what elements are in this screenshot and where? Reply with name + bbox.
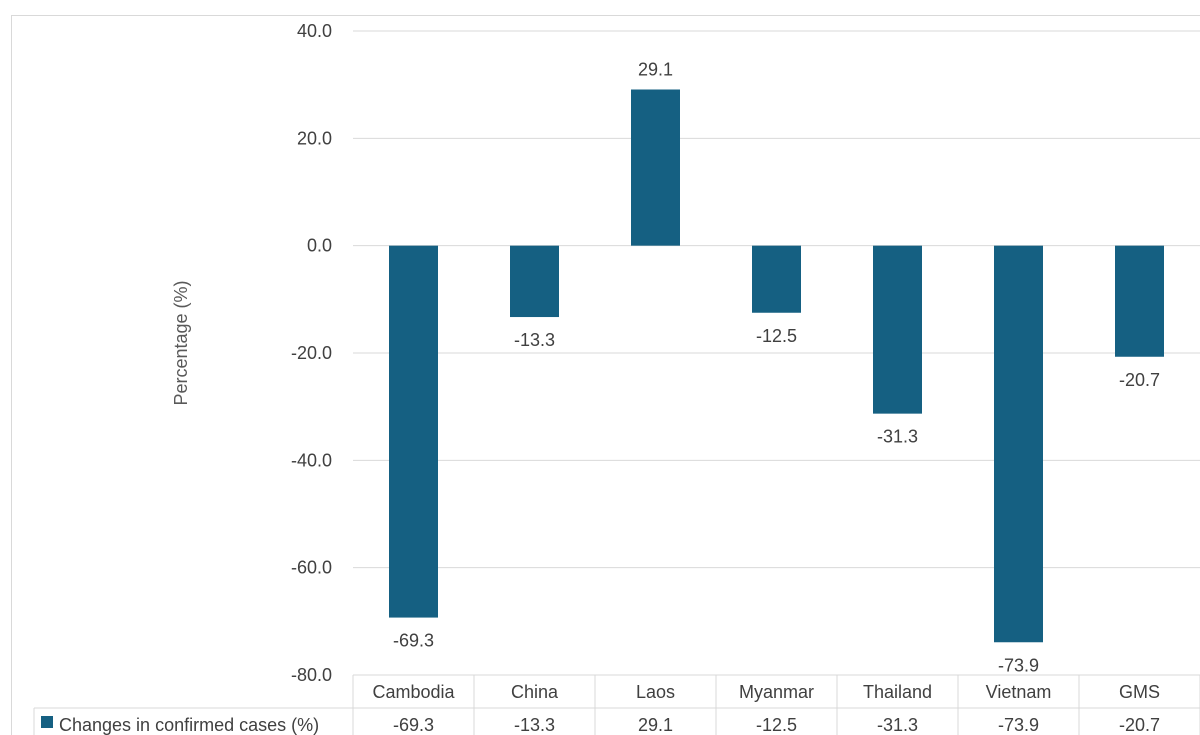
y-tick-label: 0.0	[307, 236, 332, 256]
bar	[994, 245, 1043, 643]
x-category-label: Cambodia	[372, 682, 455, 702]
bar-value-label: -12.5	[756, 326, 797, 346]
y-axis-label: Percentage (%)	[171, 280, 191, 405]
y-tick-label: 40.0	[297, 21, 332, 41]
table-value-cell: -69.3	[393, 715, 434, 735]
table-value-cell: -31.3	[877, 715, 918, 735]
bar-value-label: -31.3	[877, 427, 918, 447]
y-tick-label: -60.0	[291, 558, 332, 578]
data-table: Cambodia -69.3 China -13.3 Laos 29.1 Myanmar -1…	[33, 674, 1200, 735]
bar	[752, 245, 801, 313]
x-category-label: Laos	[636, 682, 675, 702]
gridlines	[353, 30, 1200, 676]
bar-value-label: 29.1	[638, 59, 673, 79]
table-value-cell: -20.7	[1119, 715, 1160, 735]
x-category-label: Vietnam	[986, 682, 1052, 702]
legend-swatch	[41, 716, 53, 728]
bar	[510, 245, 559, 318]
x-category-label: Myanmar	[739, 682, 814, 702]
table-value-cell: -13.3	[514, 715, 555, 735]
bar	[1115, 245, 1164, 357]
data-labels: -69.3 -13.3 29.1 -12.5 -31.3 -73.9 -20.7	[393, 59, 1160, 675]
bar-value-label: -69.3	[393, 631, 434, 651]
bars	[389, 89, 1164, 643]
x-category-label: Thailand	[863, 682, 932, 702]
bar-value-label: -73.9	[998, 655, 1039, 675]
chart-frame	[11, 15, 1200, 735]
bar-value-label: -13.3	[514, 330, 555, 350]
legend-label: Changes in confirmed cases (%)	[59, 715, 319, 735]
y-tick-label: 20.0	[297, 128, 332, 148]
table-value-cell: 29.1	[638, 715, 673, 735]
y-axis-ticks: 40.0 20.0 0.0 -20.0 -40.0 -60.0 -80.0	[291, 21, 332, 685]
table-value-cell: -12.5	[756, 715, 797, 735]
bar	[873, 245, 922, 414]
bar	[631, 89, 680, 246]
x-category-label: China	[511, 682, 559, 702]
table-value-cell: -73.9	[998, 715, 1039, 735]
y-tick-label: -40.0	[291, 450, 332, 470]
bar-value-label: -20.7	[1119, 370, 1160, 390]
y-tick-label: -20.0	[291, 343, 332, 363]
bar	[389, 245, 438, 618]
y-tick-label: -80.0	[291, 665, 332, 685]
x-category-label: GMS	[1119, 682, 1160, 702]
